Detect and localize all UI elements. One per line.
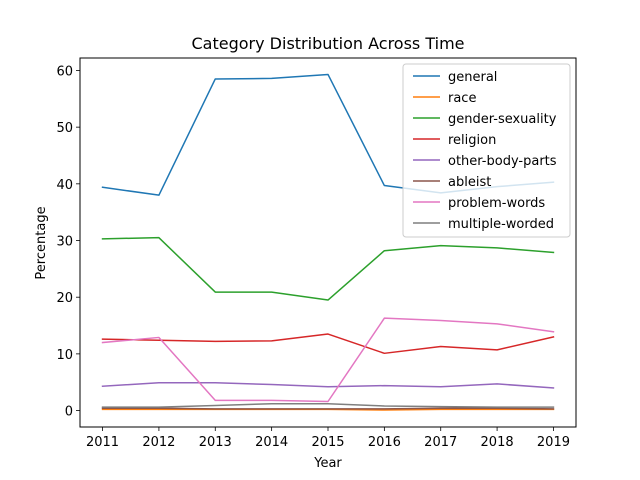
y-tick-label-0: 0 xyxy=(65,405,73,420)
plot-area xyxy=(79,57,577,428)
x-tick-label-2013: 2013 xyxy=(199,435,232,450)
x-axis-title: Year xyxy=(313,456,342,471)
x-tick-label-2014: 2014 xyxy=(255,435,288,450)
y-tick-label-20: 20 xyxy=(56,291,73,306)
x-axis: 2011 2012 2013 2014 2015 2016 2017 2018 2019 xyxy=(86,427,570,450)
legend-label-problem-words: problem-words xyxy=(448,196,545,211)
legend-label-general: general xyxy=(448,70,497,85)
legend-box xyxy=(402,63,571,238)
y-tick-label-10: 10 xyxy=(56,348,73,363)
legend-label-multiple-worded: multiple-worded xyxy=(448,217,554,232)
legend-items: general race gender-sexuality religion other… xyxy=(413,70,557,232)
y-axis-title: Percentage xyxy=(34,206,49,279)
chart-title: Category Distribution Across Time xyxy=(192,34,465,53)
y-tick-label-50: 50 xyxy=(56,121,73,136)
legend-label-gender-sexuality: gender-sexuality xyxy=(448,112,557,127)
legend-label-race: race xyxy=(448,91,476,106)
y-tick-label-30: 30 xyxy=(56,235,73,250)
y-tick-label-40: 40 xyxy=(56,178,73,193)
y-axis: 0 10 20 30 40 50 60 xyxy=(56,64,80,420)
x-tick-label-2017: 2017 xyxy=(424,435,457,450)
x-tick-label-2012: 2012 xyxy=(142,435,175,450)
series-line-ableist xyxy=(101,407,555,410)
legend-label-other-body-parts: other-body-parts xyxy=(448,154,557,169)
x-tick-label-2015: 2015 xyxy=(311,435,344,450)
x-tick-label-2011: 2011 xyxy=(86,435,119,450)
x-tick-label-2016: 2016 xyxy=(368,435,401,450)
x-tick-label-2019: 2019 xyxy=(537,435,570,450)
legend-label-religion: religion xyxy=(448,133,496,148)
legend: general race gender-sexuality religion other… xyxy=(402,63,571,238)
legend-label-ableist: ableist xyxy=(448,175,491,190)
y-tick-label-60: 60 xyxy=(56,64,73,79)
x-tick-label-2018: 2018 xyxy=(481,435,514,450)
